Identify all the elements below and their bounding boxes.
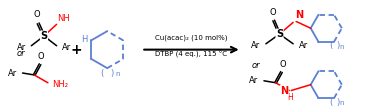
Text: n: n xyxy=(339,100,343,106)
Text: or: or xyxy=(16,49,25,58)
Text: ): ) xyxy=(336,41,339,50)
Text: O: O xyxy=(270,8,276,17)
Text: (: ( xyxy=(329,41,332,50)
Text: Ar: Ar xyxy=(8,68,17,77)
Text: n: n xyxy=(115,71,119,77)
Text: Cu(acac)₂ (10 mol%): Cu(acac)₂ (10 mol%) xyxy=(155,34,228,41)
Text: Ar: Ar xyxy=(251,41,260,50)
Text: O: O xyxy=(38,52,44,61)
Text: (: ( xyxy=(101,68,104,77)
Text: ): ) xyxy=(110,68,114,77)
Text: S: S xyxy=(276,29,283,39)
Text: S: S xyxy=(40,31,48,41)
Text: DTBP (4 eq.), 115 °C: DTBP (4 eq.), 115 °C xyxy=(155,51,228,58)
Text: +: + xyxy=(70,43,82,57)
Text: NH: NH xyxy=(57,14,70,23)
Text: (: ( xyxy=(329,98,332,107)
Text: N: N xyxy=(295,10,303,20)
Text: ): ) xyxy=(336,98,339,107)
Text: O: O xyxy=(34,10,40,19)
Text: or: or xyxy=(252,61,260,70)
Text: Ar: Ar xyxy=(299,41,308,50)
Text: N: N xyxy=(280,85,288,96)
Text: O: O xyxy=(279,60,286,69)
Text: NH₂: NH₂ xyxy=(52,80,68,89)
Text: Ar: Ar xyxy=(17,43,26,52)
Text: Ar: Ar xyxy=(62,43,71,52)
Text: Ar: Ar xyxy=(249,76,258,85)
Text: H: H xyxy=(287,93,293,102)
Text: n: n xyxy=(339,44,343,50)
Text: H: H xyxy=(81,35,87,44)
